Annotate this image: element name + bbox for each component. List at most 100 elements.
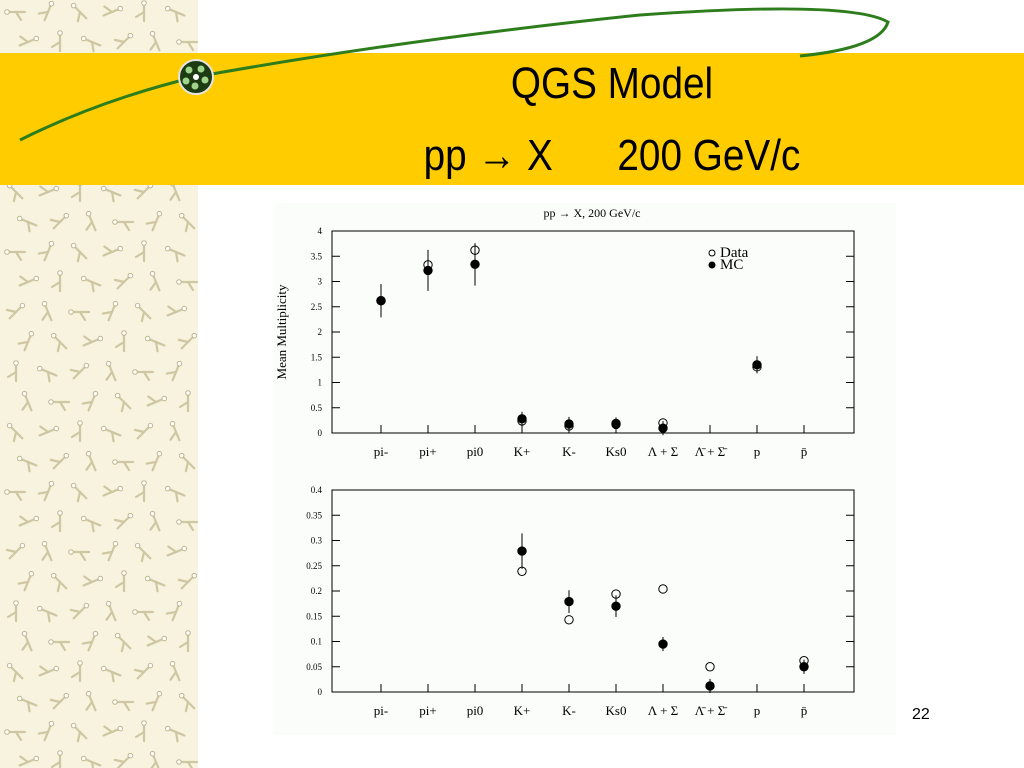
mc-point bbox=[564, 419, 574, 429]
pattern-bond bbox=[145, 460, 158, 465]
pattern-atom bbox=[70, 2, 77, 9]
page-number: 22 bbox=[912, 706, 930, 723]
logo-dot bbox=[201, 76, 209, 84]
pattern-bond bbox=[174, 10, 179, 23]
pattern-atom bbox=[85, 690, 92, 697]
pattern-glyph bbox=[178, 630, 191, 653]
pattern-atom bbox=[33, 515, 40, 522]
x-tick-label: K- bbox=[562, 703, 576, 718]
pattern-bond bbox=[122, 220, 131, 232]
pattern-glyph bbox=[102, 485, 124, 497]
pattern-bond bbox=[133, 188, 146, 194]
legend-marker bbox=[708, 261, 716, 269]
slide-subtitle: pp → X 200 GeV/c bbox=[249, 132, 974, 180]
pattern-glyph bbox=[5, 542, 26, 560]
pattern-bond bbox=[56, 580, 62, 593]
pattern-atom bbox=[63, 692, 70, 699]
y-tick-label: 0.35 bbox=[306, 510, 322, 520]
pattern-glyph bbox=[134, 542, 152, 563]
pattern-bond bbox=[76, 730, 82, 743]
pattern-glyph bbox=[70, 242, 88, 263]
x-tick-label: pi0 bbox=[467, 444, 484, 459]
pattern-glyph bbox=[80, 515, 102, 533]
mc-point bbox=[611, 419, 621, 430]
mc-point bbox=[564, 596, 574, 607]
pattern-glyph bbox=[68, 549, 91, 562]
pattern-glyph bbox=[132, 369, 155, 382]
x-tick-label: Λ̄ + Σ̄ bbox=[695, 444, 727, 459]
pattern-bond bbox=[101, 550, 114, 555]
logo-dot bbox=[185, 66, 193, 74]
pattern-glyph bbox=[101, 300, 119, 322]
pattern-atom bbox=[97, 575, 104, 582]
y-tick-label: 0.5 bbox=[311, 403, 323, 413]
pattern-bond bbox=[149, 280, 158, 291]
pattern-atom bbox=[41, 540, 48, 547]
data-point bbox=[564, 615, 574, 625]
pattern-atom bbox=[117, 725, 124, 732]
pattern-glyph bbox=[80, 275, 102, 293]
pattern-atom bbox=[181, 545, 188, 552]
pattern-glyph bbox=[48, 639, 71, 652]
pattern-glyph bbox=[48, 399, 71, 412]
pattern-atom bbox=[16, 455, 23, 462]
pattern-bond bbox=[184, 220, 190, 233]
pattern-atom bbox=[48, 639, 54, 645]
mc-point bbox=[611, 601, 621, 611]
pattern-atom bbox=[28, 330, 35, 337]
pattern-glyph bbox=[105, 360, 117, 382]
pattern-bond bbox=[142, 610, 151, 622]
logo-dot bbox=[193, 74, 199, 80]
pattern-atom bbox=[33, 755, 40, 762]
mc-point bbox=[470, 259, 480, 270]
pattern-atom bbox=[4, 9, 10, 15]
pattern-bond bbox=[174, 490, 179, 503]
x-tick-label: pi0 bbox=[467, 703, 484, 718]
pattern-atom bbox=[68, 309, 74, 315]
x-tick-label: p̄ bbox=[801, 703, 808, 718]
pattern-atom bbox=[80, 275, 87, 282]
pattern-atom bbox=[50, 572, 57, 579]
pattern-glyph bbox=[5, 302, 26, 320]
pattern-bond bbox=[145, 700, 158, 705]
pattern-atom bbox=[164, 245, 171, 252]
pattern-atom bbox=[144, 335, 151, 342]
pattern-atom bbox=[176, 279, 182, 285]
pattern-bond bbox=[101, 310, 114, 315]
pattern-atom bbox=[141, 240, 147, 246]
pattern-bond bbox=[76, 250, 82, 263]
pattern-glyph bbox=[165, 600, 183, 622]
pattern-glyph bbox=[176, 759, 198, 768]
pattern-atom bbox=[176, 519, 182, 525]
pattern-atom bbox=[36, 605, 43, 612]
logo-dot bbox=[191, 82, 199, 90]
pattern-bond bbox=[90, 520, 95, 533]
pattern-bond bbox=[134, 730, 146, 739]
pattern-bond bbox=[134, 10, 146, 19]
x-tick-label: pi+ bbox=[419, 703, 436, 718]
pattern-atom bbox=[127, 272, 134, 279]
pattern-bond bbox=[178, 400, 190, 409]
pattern-glyph bbox=[178, 452, 196, 473]
pattern-atom bbox=[164, 5, 171, 12]
pattern-atom bbox=[178, 452, 185, 459]
pattern-bond bbox=[39, 425, 50, 434]
pattern-atom bbox=[80, 35, 87, 42]
pattern-atom bbox=[141, 0, 147, 6]
y-tick-label: 0.25 bbox=[306, 561, 322, 571]
pattern-atom bbox=[147, 662, 154, 669]
pattern-glyph bbox=[102, 725, 124, 737]
pattern-glyph bbox=[101, 540, 119, 562]
pattern-bond bbox=[12, 430, 18, 443]
pattern-glyph bbox=[37, 240, 55, 262]
pattern-glyph bbox=[69, 602, 90, 620]
pattern-glyph bbox=[164, 245, 186, 263]
pattern-atom bbox=[100, 185, 107, 192]
pattern-glyph bbox=[169, 660, 181, 682]
pattern-glyph bbox=[134, 302, 152, 323]
y-tick-label: 2.5 bbox=[311, 302, 323, 312]
pattern-glyph bbox=[145, 450, 163, 472]
pattern-atom bbox=[4, 729, 10, 735]
slide-title: QGS Model bbox=[510, 59, 714, 108]
pattern-atom bbox=[4, 489, 10, 495]
